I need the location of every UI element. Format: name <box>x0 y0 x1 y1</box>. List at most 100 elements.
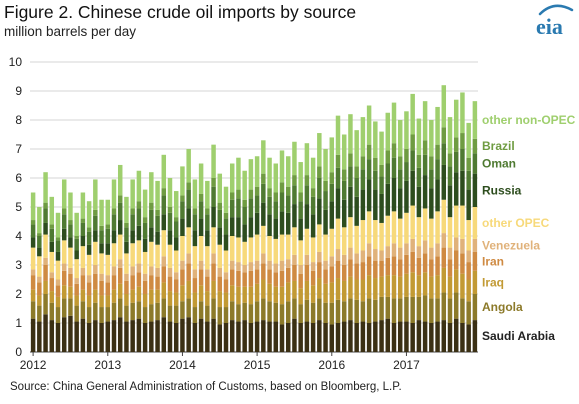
bar-segment <box>37 305 42 322</box>
bar-segment <box>117 234 123 260</box>
bar-segment <box>173 305 179 323</box>
bar-segment <box>236 304 241 322</box>
bar-segment <box>323 180 328 192</box>
bar-segment <box>192 307 198 323</box>
bar-segment <box>410 251 415 273</box>
bar-segment <box>180 166 185 196</box>
bar-segment <box>242 241 247 265</box>
bar-segment <box>391 102 397 144</box>
bar-segment <box>292 185 297 205</box>
bar-segment <box>173 221 179 238</box>
bar-segment <box>236 286 241 305</box>
bar-segment <box>341 265 347 281</box>
bar-segment <box>236 198 241 218</box>
bar-segment <box>254 283 260 302</box>
bar-segment <box>348 276 353 299</box>
bar-segment <box>30 237 36 248</box>
bar-segment <box>198 260 204 270</box>
bar-segment <box>117 298 123 318</box>
bar-segment <box>192 323 198 352</box>
bar-segment <box>447 259 453 277</box>
bar-segment <box>261 225 266 254</box>
bar-segment <box>379 222 384 251</box>
bar-segment <box>292 141 297 176</box>
bar-segment <box>298 265 303 274</box>
bar-segment <box>236 270 241 287</box>
bar-segment <box>80 192 86 219</box>
bar-segment <box>186 298 191 318</box>
bar-segment <box>223 323 229 352</box>
bar-segment <box>211 280 216 299</box>
bar-segment <box>74 283 79 296</box>
bar-segment <box>37 295 42 306</box>
bar-segment <box>229 163 235 193</box>
bar-segment <box>404 162 409 181</box>
bar-segment <box>410 296 415 323</box>
bar-segment <box>248 189 254 199</box>
bar-segment <box>348 166 353 187</box>
bar-segment <box>223 292 229 308</box>
bar-segment <box>447 117 453 154</box>
bar-segment <box>242 302 247 321</box>
bar-segment <box>429 218 434 248</box>
bar-segment <box>472 320 478 352</box>
bar-segment <box>329 201 335 229</box>
bar-segment <box>379 260 384 277</box>
bar-segment <box>93 241 98 265</box>
y-tick-label: 10 <box>9 55 23 69</box>
bar-segment <box>429 298 434 323</box>
bar-segment <box>111 320 117 352</box>
bar-segment <box>254 321 260 352</box>
bar-segment <box>229 285 235 302</box>
bar-segment <box>180 201 185 219</box>
bar-segment <box>348 114 353 154</box>
bar-segment <box>254 269 260 284</box>
bar-segment <box>136 170 142 202</box>
bar-segment <box>298 240 303 265</box>
bar-segment <box>261 183 266 203</box>
bar-segment <box>422 101 428 141</box>
bar-segment <box>198 218 204 236</box>
bar-segment <box>267 236 272 261</box>
bar-segment <box>310 285 316 303</box>
bar-segment <box>55 251 61 261</box>
bar-segment <box>93 209 98 216</box>
bar-segment <box>422 208 428 241</box>
bar-segment <box>30 247 36 270</box>
bar-segment <box>80 289 86 302</box>
bar-segment <box>43 257 48 265</box>
bar-segment <box>447 166 453 186</box>
bar-segment <box>472 270 478 294</box>
bar-segment <box>80 246 86 268</box>
bar-segment <box>111 208 117 215</box>
bar-segment <box>124 280 129 294</box>
bar-segment <box>198 301 204 319</box>
bar-segment <box>37 256 42 277</box>
legend: Saudi Arabia Angola Iraq Iran Venezuela other… <box>482 113 576 343</box>
bar-segment <box>186 227 191 254</box>
bar-segment <box>161 195 167 215</box>
legend-label: Iran <box>482 254 504 268</box>
bar-segment <box>397 321 403 352</box>
y-tick-label: 3 <box>15 258 22 272</box>
bar-segment <box>254 301 260 322</box>
bar-segment <box>248 262 254 271</box>
bar-segment <box>49 241 55 252</box>
bar-segment <box>366 256 372 276</box>
bar-segment <box>217 173 223 203</box>
bar-segment <box>323 302 328 323</box>
bar-segment <box>317 166 322 178</box>
bar-segment <box>93 302 98 321</box>
bar-segment <box>466 262 471 280</box>
bar-segment <box>161 214 167 231</box>
bar-segment <box>416 246 422 258</box>
bar-segment <box>149 275 154 290</box>
bar-segment <box>285 323 291 352</box>
bar-segment <box>422 253 428 273</box>
bar-segment <box>192 246 198 270</box>
bar-segment <box>124 321 129 352</box>
bar-segment <box>397 120 403 157</box>
bar-segment <box>366 243 372 257</box>
bar-segment <box>397 259 403 277</box>
bar-segment <box>285 301 291 323</box>
